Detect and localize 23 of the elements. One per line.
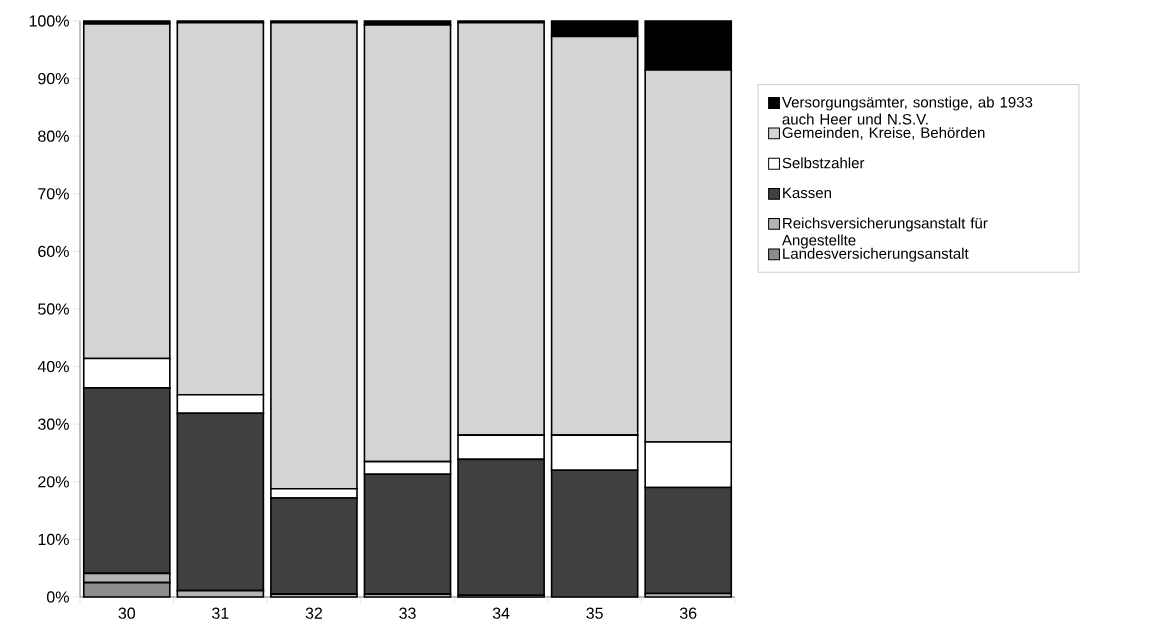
- legend-label: Kassen: [783, 187, 831, 199]
- x-tick-label: 30: [118, 607, 136, 619]
- y-tick-label: 30%: [38, 418, 69, 430]
- legend-label: Gemeinden, Kreise, Behörden: [782, 126, 985, 140]
- x-tick-label: 35: [586, 607, 603, 619]
- legend-label: Selbstzahler: [782, 157, 865, 169]
- x-tick-label: 33: [399, 607, 416, 619]
- x-tick-label: 34: [492, 607, 510, 619]
- x-tick-label: 32: [305, 607, 323, 619]
- x-tick-label: 36: [679, 607, 697, 619]
- y-tick-label: 90%: [38, 72, 69, 85]
- y-tick-label: 60%: [38, 245, 69, 258]
- y-tick-label: 80%: [38, 130, 69, 142]
- y-tick-label: 70%: [38, 188, 69, 200]
- y-tick-label: 20%: [38, 476, 69, 488]
- x-tick-label: 31: [212, 607, 229, 619]
- y-tick-label: 0%: [46, 591, 69, 603]
- legend-label: Landesversicherungsanstalt: [783, 247, 969, 262]
- y-tick-label: 40%: [37, 360, 69, 373]
- legend-label: Versorgungsämter, sonstige, ab 1933 auch Heer und N.S.V.: [782, 96, 1033, 125]
- y-tick-label: 50%: [38, 303, 69, 315]
- y-tick-label: 10%: [38, 533, 69, 546]
- y-tick-label: 100%: [29, 15, 69, 27]
